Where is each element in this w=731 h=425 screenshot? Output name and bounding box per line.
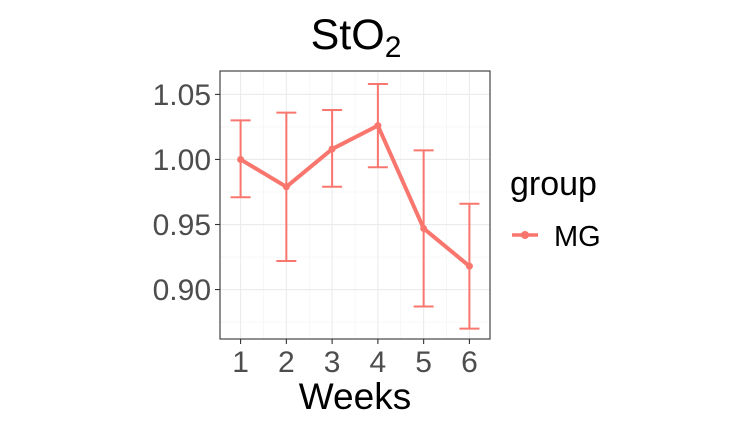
chart-title-main: StO [311,11,385,59]
data-point [328,145,336,153]
y-tick-label: 1.05 [153,79,211,112]
chart-title-subscript: 2 [385,31,402,64]
chart-title: StO2 [311,11,402,64]
x-tick-label: 6 [461,346,478,379]
y-tick-label: 1.00 [153,144,211,177]
x-tick-label: 1 [232,346,249,379]
x-tick-label: 5 [415,346,432,379]
y-tick-label: 0.95 [153,209,211,242]
x-axis-title: Weeks [299,376,411,417]
series-line-mg [238,123,472,269]
x-tick-label: 2 [278,346,295,379]
legend-title: group [510,165,597,203]
x-tick-label: 4 [370,346,387,379]
legend-label-mg: MG [554,221,601,253]
data-point [237,155,245,163]
data-point [465,262,473,270]
axis-layer: 0.90 0.95 1.00 1.05 1 2 3 4 5 6 [153,79,478,379]
y-tick-label: 0.90 [153,274,211,307]
legend: group MG [510,165,601,253]
data-point [374,122,382,130]
data-point [420,224,428,232]
data-point [282,183,290,191]
legend-key-point [521,231,529,239]
plot-panel [219,70,491,340]
series-layer [230,83,480,330]
grid-layer [220,71,490,339]
x-tick-label: 3 [324,346,341,379]
